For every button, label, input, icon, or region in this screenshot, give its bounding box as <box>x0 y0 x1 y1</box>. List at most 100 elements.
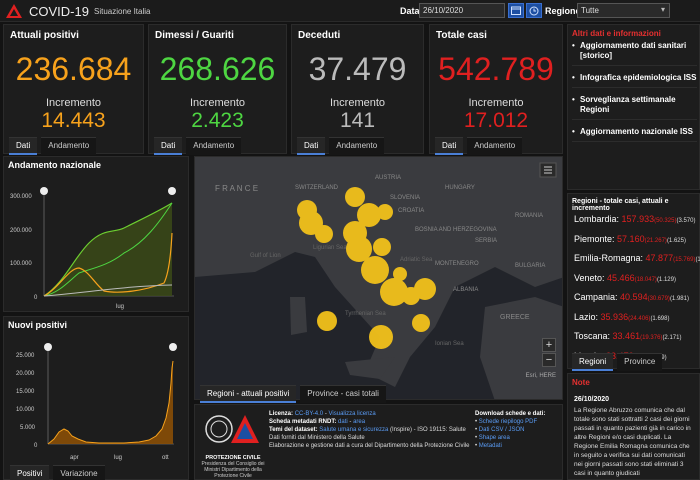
series-positivi <box>43 232 173 297</box>
info-panel: Altri dati e informazioni Aggiornamento … <box>567 24 700 190</box>
tab-andamento[interactable]: Andamento <box>467 137 523 155</box>
bubble-lombardia[interactable] <box>345 187 365 207</box>
tab-dati[interactable]: Dati <box>297 137 326 155</box>
info-link-infografica[interactable]: Infografica epidemiologica ISS <box>572 73 697 88</box>
metadata-label: Scheda metadati RNDT: <box>269 419 337 425</box>
calendar-icon <box>511 6 521 15</box>
download-csv-link[interactable]: Dati CSV / JSON <box>478 427 525 433</box>
region-row[interactable]: Piemonte: 57.160(21.267)(1.625) <box>574 234 686 244</box>
card-increment: 141 <box>339 109 376 132</box>
range-handle-left[interactable] <box>40 187 48 195</box>
y-tick: 20.000 <box>16 371 35 377</box>
x-tick: lug <box>114 455 122 461</box>
region-select-value: Tutte <box>581 6 599 15</box>
range-handle-left[interactable] <box>44 343 52 351</box>
zoom-out-button[interactable]: − <box>542 353 556 367</box>
tab-province-casi[interactable]: Province - casi totali <box>300 385 386 403</box>
land-sardinia <box>290 297 307 335</box>
calendar-button[interactable] <box>508 3 524 18</box>
card-title: Attuali positivi <box>10 30 79 41</box>
card-increment-label: Incremento <box>189 97 246 109</box>
clock-button[interactable] <box>526 3 542 18</box>
series-guariti <box>43 202 173 297</box>
card-value: 268.626 <box>159 51 276 87</box>
region-row[interactable]: Veneto: 45.466(18.047)(1.129) <box>574 273 676 283</box>
region-name: Lazio: <box>574 311 599 322</box>
bubble-liguria[interactable] <box>315 225 333 243</box>
range-handle-right[interactable] <box>169 343 177 351</box>
bubble-sardegna[interactable] <box>317 311 337 331</box>
new-positive-chart-title: Nuovi positivi <box>8 320 68 330</box>
metadata-dati-link[interactable]: dati <box>338 419 348 425</box>
land-sicily <box>345 357 395 379</box>
tab-dati[interactable]: Dati <box>435 137 464 155</box>
download-shape-link[interactable]: Shape area <box>478 435 510 441</box>
region-row[interactable]: Lazio: 35.936(24.406)(1.698) <box>574 312 669 322</box>
region-increment: (1.146) <box>695 257 700 263</box>
bubble-lazio[interactable] <box>361 256 389 284</box>
bubble-campania[interactable] <box>380 278 408 306</box>
info-link-aggiornamento-iss[interactable]: Aggiornamento nazionale ISS <box>572 127 697 142</box>
tab-andamento[interactable]: Andamento <box>41 137 97 155</box>
region-current: (21.267) <box>644 237 667 244</box>
license-value-link[interactable]: CC-BY-4.0 <box>294 411 324 417</box>
footer-info: Licenza: CC-BY-4.0 - Visualizza licenza … <box>269 410 474 450</box>
protezione-civile-logo <box>205 415 259 443</box>
bubble-marche[interactable] <box>373 238 391 256</box>
info-link-sorveglianza[interactable]: Sorveglianza settimanale Regioni <box>572 95 697 120</box>
bubble-calabria[interactable] <box>412 314 430 332</box>
region-increment: (3.570) <box>676 218 696 224</box>
bubble-veneto[interactable] <box>377 204 393 220</box>
bubble-sicilia[interactable] <box>369 325 393 349</box>
download-pdf-link[interactable]: Schede riepilogo PDF <box>478 419 538 425</box>
bubble-molise[interactable] <box>393 267 407 281</box>
chevron-down-icon: ▾ <box>660 5 665 14</box>
download-metadata-link[interactable]: Metadati <box>478 443 502 449</box>
region-total: 47.877 <box>645 253 674 263</box>
tab-dati[interactable]: Dati <box>154 137 183 155</box>
zoom-in-button[interactable]: + <box>542 338 556 352</box>
tab-dati[interactable]: Dati <box>9 137 38 155</box>
tab-regioni-attuali[interactable]: Regioni - attuali positivi <box>200 385 297 403</box>
area-totale <box>44 203 172 296</box>
range-handle-right[interactable] <box>168 187 176 195</box>
region-total: 33.461 <box>612 331 641 341</box>
region-row[interactable]: Emilia-Romagna: 47.877(15.769)(1.146) <box>574 253 700 263</box>
tab-positivi[interactable]: Positivi <box>10 465 50 480</box>
list-icon <box>544 166 552 174</box>
map-legend-button[interactable] <box>539 162 557 178</box>
tab-province[interactable]: Province <box>617 353 663 371</box>
bubble-toscana[interactable] <box>346 236 372 262</box>
map-canvas[interactable]: F R A N C E SWITZERLAND AUSTRIA HUNGARY … <box>195 157 563 400</box>
bubble-lombardia-2[interactable] <box>357 203 381 227</box>
notes-title: Note <box>572 378 590 387</box>
info-link-dati-sanitari[interactable]: Aggiornamento dati sanitari [storico] <box>572 41 697 66</box>
themes-link[interactable]: Salute umana e sicurezza <box>319 427 389 433</box>
region-select[interactable]: Tutte ▾ <box>577 3 670 18</box>
tab-regioni[interactable]: Regioni <box>572 353 614 371</box>
region-name: Toscana: <box>574 331 611 341</box>
y-tick: 100.000 <box>10 261 32 267</box>
app-logo-icon <box>6 4 22 18</box>
card-value: 236.684 <box>15 51 132 87</box>
region-current: (18.047) <box>634 276 657 283</box>
region-row[interactable]: Campania: 40.594(30.679)(1.981) <box>574 292 689 302</box>
region-row[interactable]: Lombardia: 157.933(50.325)(3.570) <box>574 214 695 224</box>
region-total: 57.160 <box>617 233 645 244</box>
region-row[interactable]: Toscana: 33.461(19.376)(2.171) <box>574 331 681 341</box>
y-tick: 0 <box>34 443 38 449</box>
tab-andamento[interactable]: Andamento <box>329 137 385 155</box>
region-name: Veneto: <box>574 272 605 283</box>
app-subtitle: Situazione Italia <box>94 7 151 16</box>
x-tick: apr <box>70 455 79 461</box>
tab-variazione[interactable]: Variazione <box>53 465 105 480</box>
label-adriatic-sea: Adriatic Sea <box>400 257 433 263</box>
label-bosnia: BOSNIA AND HERZEGOVINA <box>415 227 497 233</box>
label-tyrrhenian-sea: Tyrrhenian Sea <box>345 311 386 317</box>
map[interactable]: F R A N C E SWITZERLAND AUSTRIA HUNGARY … <box>194 156 563 400</box>
date-input[interactable]: 26/10/2020 <box>419 3 505 18</box>
metadata-area-link[interactable]: area <box>353 419 366 425</box>
view-license-link[interactable]: Visualizza licenza <box>328 411 376 417</box>
tab-andamento[interactable]: Andamento <box>186 137 242 155</box>
bubble-puglia[interactable] <box>414 278 436 300</box>
